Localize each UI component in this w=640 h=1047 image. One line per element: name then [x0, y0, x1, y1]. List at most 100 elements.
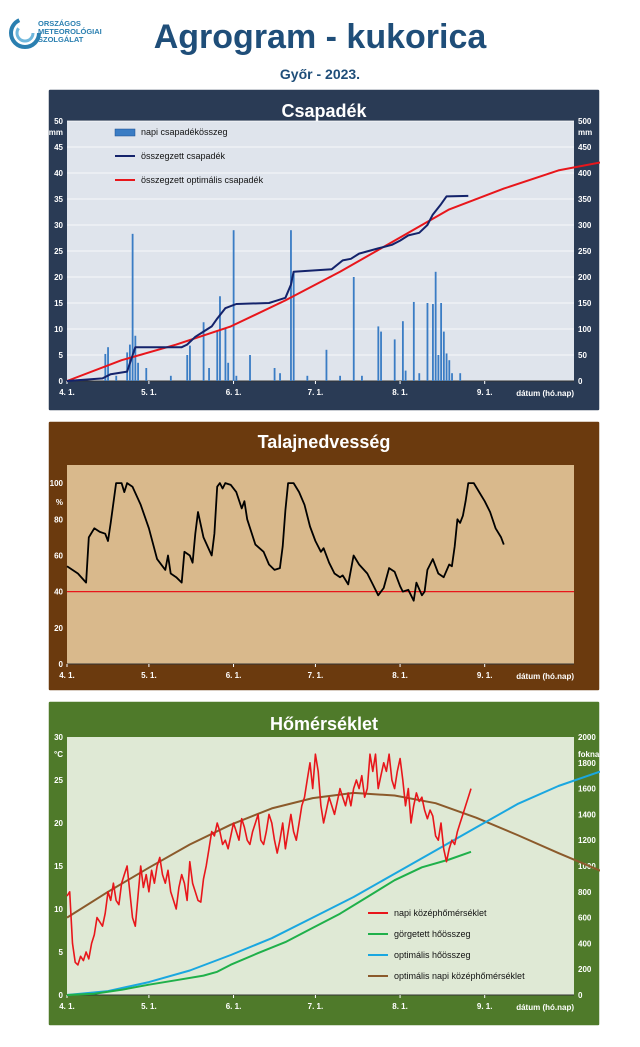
y2-tick-label: 100	[578, 325, 592, 334]
y-tick-label: 0	[59, 660, 64, 669]
y-tick-label: 30	[54, 221, 63, 230]
y2-tick-label: 200	[578, 965, 592, 974]
precip-bar	[290, 230, 292, 381]
omsz-logo	[8, 16, 118, 56]
legend-swatch-bar	[114, 128, 136, 137]
y-tick-label: 5	[59, 948, 64, 957]
x-tick-label: 5. 1.	[141, 388, 157, 397]
y2-tick-label: 0	[578, 991, 583, 1000]
y2-axis-label: mm	[578, 128, 592, 137]
y2-tick-label: 200	[578, 273, 592, 282]
y-tick-label: 40	[54, 588, 63, 597]
y2-tick-label: 600	[578, 914, 592, 923]
precip-bar	[126, 352, 129, 381]
precip-bar	[361, 375, 363, 381]
y2-tick-label: 500	[578, 117, 592, 126]
precip-bar	[426, 303, 429, 381]
y-axis-label: %	[56, 498, 63, 507]
precip-bar	[145, 368, 148, 381]
y-tick-label: 25	[54, 776, 63, 785]
y-tick-label: 80	[54, 515, 63, 524]
x-tick-label: 4. 1.	[59, 671, 75, 680]
y-tick-label: 10	[54, 905, 63, 914]
moisture-chart: Talajnedvesség 0 20 40 60 80 100% 4. 1. 5. 1. 6. …	[48, 421, 600, 691]
page-title: Agrogram - kukorica	[153, 18, 487, 56]
temperature-chart: Hőmérséklet 0 5 10 15 20 25 30 °C 0 200 400 600 800 10…	[48, 701, 600, 1026]
org-line-3: SZOLGÁLAT	[38, 35, 84, 44]
org-line-2: METEOROLÓGIAI	[38, 27, 102, 36]
org-name: ORSZÁGOS METEOROLÓGIAI SZOLGÁLAT	[38, 20, 102, 44]
legend-label: összegzett csapadék	[141, 151, 226, 161]
x-tick-label: 7. 1.	[308, 388, 324, 397]
precip-bar	[235, 375, 238, 381]
precip-bar	[448, 360, 451, 381]
y2-tick-label: 1200	[578, 836, 596, 845]
y-axis-label: mm	[49, 128, 63, 137]
y2-tick-label: 150	[578, 299, 592, 308]
precip-bar	[412, 301, 415, 381]
y-tick-label: 40	[54, 169, 63, 178]
legend-label: optimális napi középhőmérséklet	[394, 971, 525, 981]
precip-bar	[459, 373, 462, 381]
chart-title: Csapadék	[281, 101, 367, 121]
y2-tick-label: 1000	[578, 862, 596, 871]
x-tick-label: 6. 1.	[226, 388, 242, 397]
precip-bar	[202, 322, 205, 381]
y-tick-label: 5	[59, 351, 64, 360]
precip-bar	[131, 233, 134, 381]
daily-mean-temp-line	[66, 753, 472, 966]
y2-tick-label: 1800	[578, 759, 596, 768]
precip-bar	[325, 349, 328, 381]
plot-area	[67, 465, 574, 664]
precip-bar	[352, 277, 355, 381]
legend-label: összegzett optimális csapadék	[141, 175, 264, 185]
y-tick-label: 20	[54, 819, 63, 828]
precip-bar	[445, 353, 448, 381]
x-tick-label: 5. 1.	[141, 1002, 157, 1011]
x-tick-label: 8. 1.	[392, 1002, 408, 1011]
y2-axis-label: foknap	[578, 750, 600, 759]
precip-bar	[189, 345, 191, 381]
x-tick-label: 7. 1.	[308, 671, 324, 680]
precip-bar	[306, 375, 309, 381]
x-tick-label: 5. 1.	[141, 671, 157, 680]
y2-tick-label: 2000	[578, 733, 596, 742]
legend-label: optimális hőösszeg	[394, 950, 471, 960]
y2-tick-label: 1600	[578, 785, 596, 794]
x-axis-label: dátum (hó.nap)	[516, 1003, 574, 1012]
x-tick-label: 9. 1.	[477, 1002, 493, 1011]
precip-bar	[219, 296, 221, 381]
x-tick-label: 6. 1.	[226, 671, 242, 680]
y2-tick-label: 400	[578, 169, 592, 178]
y-tick-label: 0	[59, 377, 64, 386]
precip-bar	[273, 368, 276, 381]
x-tick-label: 8. 1.	[392, 388, 408, 397]
precip-bar	[208, 368, 210, 381]
y2-tick-label: 50	[578, 351, 587, 360]
precip-bar	[224, 329, 227, 381]
cumulative-line	[66, 194, 469, 382]
y2-tick-label: 350	[578, 195, 592, 204]
x-tick-label: 8. 1.	[392, 671, 408, 680]
x-tick-label: 7. 1.	[308, 1002, 324, 1011]
precip-bar	[104, 353, 107, 381]
y2-tick-label: 1400	[578, 810, 596, 819]
precip-bar	[227, 362, 230, 381]
y2-tick-label: 250	[578, 247, 592, 256]
y2-tick-label: 800	[578, 888, 592, 897]
y-tick-label: 25	[54, 247, 63, 256]
x-axis-label: dátum (hó.nap)	[516, 389, 574, 398]
y-tick-label: 15	[54, 299, 63, 308]
precip-bar	[107, 347, 109, 381]
optimal-daily-mean-line	[66, 791, 600, 919]
precip-bar	[437, 355, 440, 381]
y-tick-label: 20	[54, 624, 63, 633]
optimal-cumulative-line	[66, 161, 600, 382]
y-tick-label: 20	[54, 273, 63, 282]
precip-bar	[380, 331, 382, 381]
precip-bar	[451, 373, 453, 381]
precip-bar	[137, 362, 139, 381]
precip-bar	[115, 375, 118, 381]
precip-bar	[169, 375, 172, 381]
x-tick-label: 9. 1.	[477, 388, 493, 397]
